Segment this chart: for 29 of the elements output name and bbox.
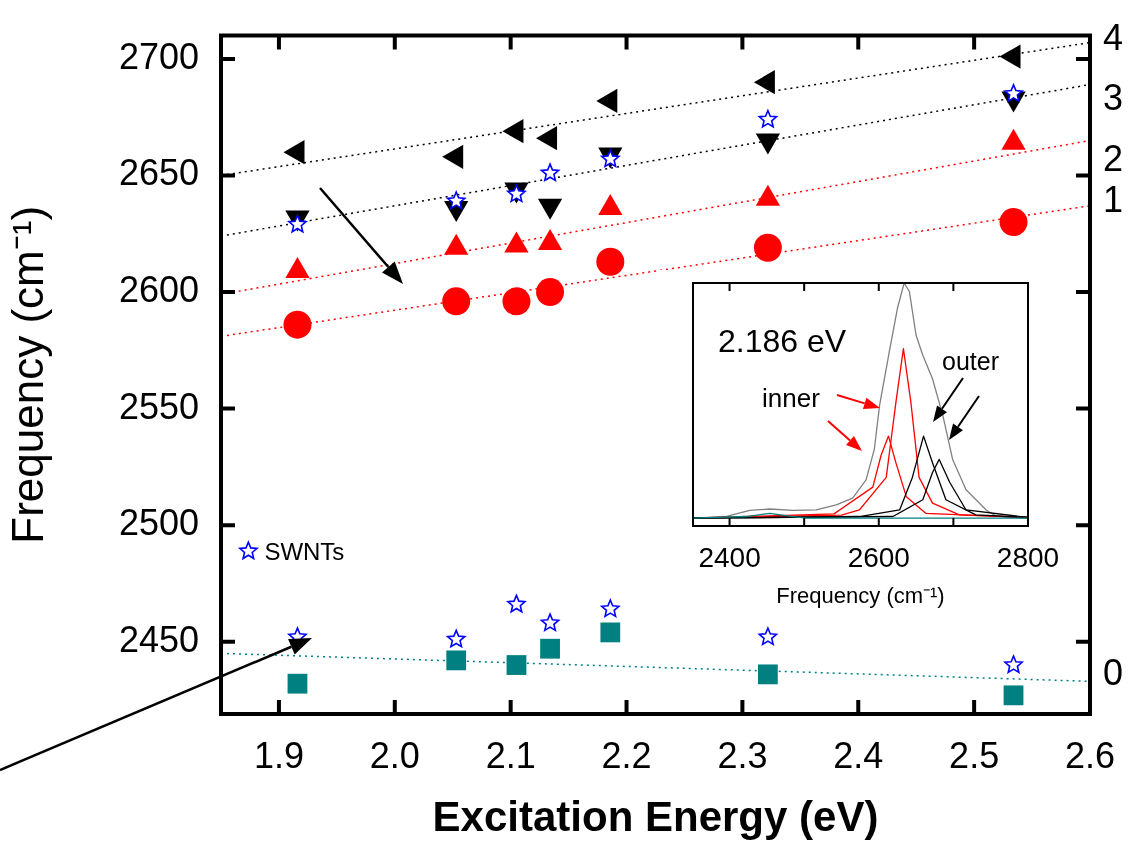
x-axis-title: Excitation Energy (eV) bbox=[432, 793, 879, 841]
annotation: inner bbox=[762, 383, 821, 413]
x-tick-label: 2400 bbox=[698, 541, 761, 573]
annotation: outer bbox=[942, 347, 999, 375]
x-tick-label: 2.6 bbox=[1064, 734, 1116, 776]
y-tick-label: 2500 bbox=[118, 502, 199, 544]
x-tick-label: 2.1 bbox=[485, 734, 536, 776]
text: 3 bbox=[1103, 77, 1124, 118]
x-tick-label: 1.9 bbox=[253, 734, 304, 776]
x-tick-label: 2.2 bbox=[601, 734, 652, 776]
text: 0 bbox=[1103, 652, 1124, 693]
y-tick-label: 2650 bbox=[118, 152, 199, 194]
text: 4 bbox=[1103, 17, 1124, 58]
x-tick-label: 2.4 bbox=[833, 734, 884, 776]
x-tick-label: 2.5 bbox=[949, 734, 1000, 776]
y-tick-label: 2450 bbox=[118, 618, 199, 660]
y-tick-label: 2600 bbox=[118, 268, 199, 310]
text: 2 bbox=[1103, 138, 1124, 179]
y-tick-label: 2700 bbox=[118, 35, 199, 77]
x-axis-title: Frequency (cm⁻¹) bbox=[776, 582, 945, 608]
x-tick-label: 2.0 bbox=[369, 734, 420, 776]
x-tick-label: 2800 bbox=[996, 541, 1060, 573]
annotation: 2.186 eV bbox=[718, 323, 847, 359]
y-tick-label: 2550 bbox=[118, 385, 199, 427]
legend-label: SWNTs bbox=[264, 537, 345, 565]
y-axis-title: Frequency (cm⁻¹) bbox=[2, 205, 52, 544]
text: 1 bbox=[1103, 179, 1124, 220]
x-tick-label: 2.3 bbox=[717, 734, 768, 776]
x-tick-label: 2600 bbox=[847, 541, 910, 573]
